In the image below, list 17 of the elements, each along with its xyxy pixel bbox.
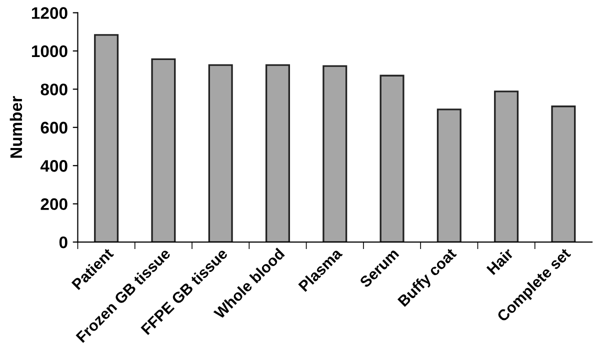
- bar: [151, 58, 176, 242]
- bar: [436, 108, 462, 242]
- bar: [208, 64, 233, 242]
- bar: [380, 74, 404, 242]
- bar: [551, 106, 576, 242]
- y-tick-label: 800: [40, 84, 68, 96]
- y-tick-label: 1000: [32, 45, 68, 58]
- y-axis-title: Number: [10, 96, 22, 158]
- y-tick-label: 1200: [32, 7, 68, 19]
- bar: [494, 90, 519, 242]
- y-tick-label: 400: [40, 160, 68, 172]
- y-tick-label: 600: [40, 122, 68, 134]
- y-tick-label: 0: [59, 236, 68, 248]
- bar: [322, 65, 348, 242]
- bar: [94, 34, 119, 242]
- bar: [265, 64, 290, 242]
- y-tick-label: 200: [40, 198, 68, 210]
